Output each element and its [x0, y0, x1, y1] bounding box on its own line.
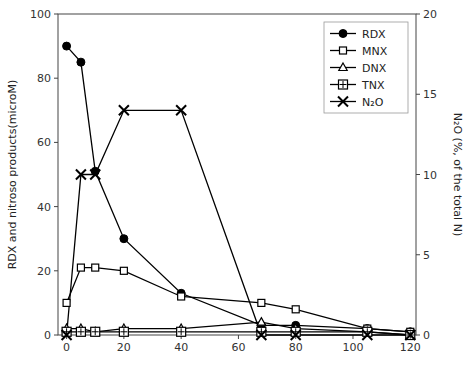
x-tick-label: 0	[63, 341, 70, 354]
point	[292, 306, 299, 313]
x-tick-label: 120	[400, 341, 421, 354]
point	[405, 330, 415, 340]
y-tick	[54, 335, 58, 336]
point	[92, 264, 99, 271]
legend-item: MNX	[330, 45, 388, 58]
y2-tick	[416, 94, 420, 95]
y-tick-label: 40	[37, 201, 51, 214]
point	[176, 105, 186, 115]
point	[258, 299, 265, 306]
y2-tick-label: 20	[423, 8, 437, 21]
x-tick-label: 60	[231, 341, 245, 354]
y-axis-label: RDX and nitroso products(microM)	[6, 80, 19, 270]
legend-symbol	[340, 47, 347, 54]
y-tick	[54, 78, 58, 79]
point	[76, 170, 86, 180]
y-tick	[54, 270, 58, 271]
point	[257, 318, 265, 326]
point	[91, 327, 100, 336]
point	[406, 331, 415, 340]
legend-item: DNX	[330, 62, 387, 75]
chart: 02040608010012002040608010005101520RDX a…	[0, 0, 474, 365]
legend-label: RDX	[362, 28, 386, 41]
point	[62, 330, 72, 340]
point	[362, 330, 372, 340]
point	[120, 267, 127, 274]
y-tick	[54, 142, 58, 143]
legend-box	[324, 22, 408, 113]
point	[90, 170, 100, 180]
legend-label: TNX	[361, 79, 385, 92]
legend-symbol	[339, 63, 347, 71]
legend-label: DNX	[362, 62, 387, 75]
legend-item: N₂O	[330, 96, 384, 109]
y-tick	[54, 206, 58, 207]
y2-tick	[416, 335, 420, 336]
y2-tick	[416, 14, 420, 15]
y2-axis-label: N₂O (%, of the total N)	[451, 113, 464, 236]
point	[177, 327, 186, 336]
y2-tick-label: 10	[423, 169, 437, 182]
y-tick	[54, 14, 58, 15]
series-line	[67, 268, 411, 332]
y-tick-label: 0	[44, 329, 51, 342]
x-tick-label: 100	[342, 341, 363, 354]
legend-label: MNX	[362, 45, 388, 58]
y2-tick-label: 0	[423, 329, 430, 342]
point	[119, 327, 128, 336]
y2-tick-label: 15	[423, 88, 437, 101]
point	[63, 299, 70, 306]
point	[76, 327, 85, 336]
y-tick-label: 100	[30, 8, 51, 21]
plot-frame	[58, 14, 416, 335]
point	[63, 42, 71, 50]
axes: 02040608010012002040608010005101520	[30, 8, 437, 354]
y-tick-label: 80	[37, 72, 51, 85]
legend-symbol	[338, 97, 348, 107]
series-line	[67, 322, 411, 335]
legend: RDX MNX DNX TNX N₂O	[324, 22, 408, 113]
plot-area	[62, 42, 416, 340]
legend-symbol	[339, 30, 347, 38]
x-tick-label: 40	[174, 341, 188, 354]
x-tick-label: 20	[117, 341, 131, 354]
point	[77, 58, 85, 66]
y2-tick-label: 5	[423, 249, 430, 262]
series-line	[67, 110, 411, 335]
legend-item: TNX	[330, 79, 385, 92]
y2-tick	[416, 254, 420, 255]
point	[178, 293, 185, 300]
point	[256, 330, 266, 340]
legend-symbol	[339, 80, 348, 89]
point	[77, 264, 84, 271]
point	[120, 235, 128, 243]
point	[119, 105, 129, 115]
legend-item: RDX	[330, 28, 386, 41]
x-tick-label: 80	[289, 341, 303, 354]
y-tick-label: 60	[37, 136, 51, 149]
y-tick-label: 20	[37, 265, 51, 278]
x-tick	[238, 335, 239, 339]
legend-label: N₂O	[362, 96, 384, 109]
point	[291, 330, 301, 340]
y2-tick	[416, 174, 420, 175]
